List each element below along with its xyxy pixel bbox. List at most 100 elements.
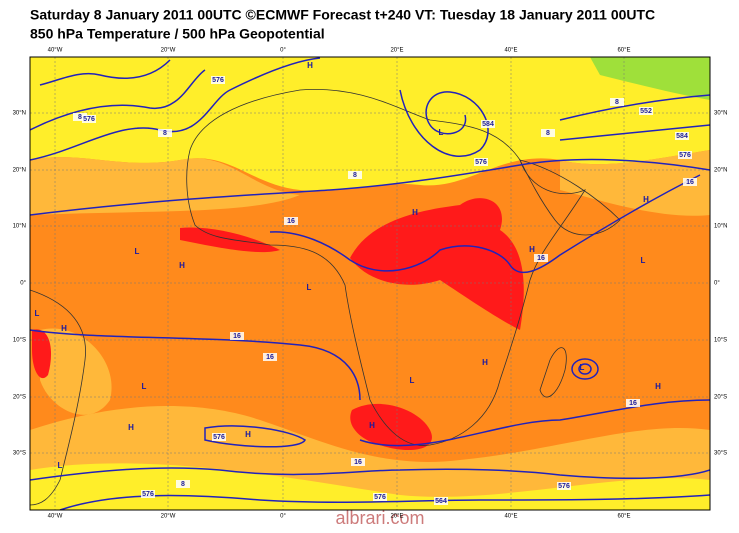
pressure-marker: H <box>128 423 134 432</box>
pressure-marker: L <box>580 363 585 372</box>
lat-label: 30°N <box>13 111 26 117</box>
contour-label: 576 <box>558 483 570 490</box>
contour-label: 8 <box>181 481 185 488</box>
contour-label-bg <box>82 115 96 123</box>
pressure-marker: H <box>482 358 488 367</box>
pressure-marker: L <box>58 461 63 470</box>
contour-label: 16 <box>537 255 545 262</box>
contour-label: 8 <box>615 99 619 106</box>
contour-label-bg <box>176 480 190 488</box>
contour-label: 576 <box>679 152 691 159</box>
lat-label: 10°S <box>714 338 727 344</box>
pressure-marker: H <box>412 208 418 217</box>
contour-label-bg <box>230 332 244 340</box>
contour-label-bg <box>434 497 448 505</box>
contour-label-bg <box>73 113 87 121</box>
pressure-marker: L <box>142 382 147 391</box>
lon-label: 60°E <box>617 48 630 54</box>
contour-label: 552 <box>640 108 652 115</box>
title-line1: Saturday 8 January 2011 00UTC ©ECMWF For… <box>30 7 655 23</box>
lon-label: 20°W <box>161 48 176 54</box>
watermark: albrari.com <box>335 508 424 528</box>
lon-label: 40°W <box>48 48 63 54</box>
lon-label: 0° <box>280 514 286 520</box>
lat-label: 0° <box>714 281 720 287</box>
contour-label: 584 <box>482 121 494 128</box>
contour-label: 8 <box>78 114 82 121</box>
graticule <box>30 57 710 510</box>
contour-label: 576 <box>212 77 224 84</box>
contour-label: 576 <box>374 494 386 501</box>
lat-label: 20°S <box>714 395 727 401</box>
south-america <box>30 289 86 506</box>
contour-label-bg <box>351 458 365 466</box>
contour-label: 16 <box>266 354 274 361</box>
contour-label-bg <box>639 107 653 115</box>
contour-label-bg <box>683 178 697 186</box>
contour-label-bg <box>541 129 555 137</box>
contour-label: 8 <box>353 172 357 179</box>
lat-label: 0° <box>20 281 26 287</box>
pressure-marker: H <box>369 421 375 430</box>
lon-label: 40°W <box>48 514 63 520</box>
pressure-marker: H <box>655 382 661 391</box>
lon-label: 40°E <box>504 514 517 520</box>
contour-label: 8 <box>163 130 167 137</box>
contour-label-bg <box>675 132 689 140</box>
contour-label-bg <box>212 433 226 441</box>
pressure-marker: H <box>179 261 185 270</box>
contour-label: 584 <box>676 133 688 140</box>
title-line2: 850 hPa Temperature / 500 hPa Geopotenti… <box>30 26 325 42</box>
contour-label-bg <box>474 158 488 166</box>
lon-label: 20°E <box>390 514 403 520</box>
lat-label: 30°N <box>714 111 727 117</box>
lon-label: 40°E <box>504 48 517 54</box>
map-frame <box>29 56 711 511</box>
lon-label: 0° <box>280 48 286 54</box>
map-field <box>30 57 710 510</box>
contour-label: 16 <box>287 218 295 225</box>
pressure-marker: H <box>643 195 649 204</box>
contour-label: 576 <box>475 159 487 166</box>
contour-label: 16 <box>354 459 362 466</box>
contour-label-bg <box>263 353 277 361</box>
lat-label: 10°S <box>13 338 26 344</box>
pressure-marker: H <box>61 324 67 333</box>
pressure-marker: H <box>307 61 313 70</box>
lat-label: 10°N <box>714 224 727 230</box>
contour-label: 576 <box>142 491 154 498</box>
contour-label-bg <box>348 171 362 179</box>
lat-label: 30°S <box>13 451 26 457</box>
contour-label: 16 <box>233 333 241 340</box>
contour-label-bg <box>610 98 624 106</box>
lat-label: 20°N <box>714 168 727 174</box>
contour-label: 16 <box>686 179 694 186</box>
contour-label-bg <box>373 493 387 501</box>
contour-label-bg <box>557 482 571 490</box>
contour-label-bg <box>534 254 548 262</box>
madagascar <box>539 347 567 398</box>
lon-label: 20°W <box>161 514 176 520</box>
lat-label: 30°S <box>714 451 727 457</box>
contour-label: 564 <box>435 498 447 505</box>
contour-label: 8 <box>546 130 550 137</box>
pressure-marker: L <box>35 309 40 318</box>
pressure-marker: L <box>307 283 312 292</box>
pressure-marker: H <box>245 430 251 439</box>
contour-label: 576 <box>83 116 95 123</box>
contour-label-bg <box>158 129 172 137</box>
coastline <box>186 88 586 446</box>
contour-label-bg <box>284 217 298 225</box>
contour-label-bg <box>481 120 495 128</box>
lat-label: 20°N <box>13 168 26 174</box>
lat-label: 20°S <box>13 395 26 401</box>
lon-label: 20°E <box>390 48 403 54</box>
contour-label-bg <box>678 151 692 159</box>
contour-label: 576 <box>213 434 225 441</box>
pressure-marker: L <box>641 256 646 265</box>
pressure-marker: L <box>410 376 415 385</box>
contour-label: 16 <box>629 400 637 407</box>
pressure-marker: L <box>439 128 444 137</box>
contour-label-bg <box>626 399 640 407</box>
